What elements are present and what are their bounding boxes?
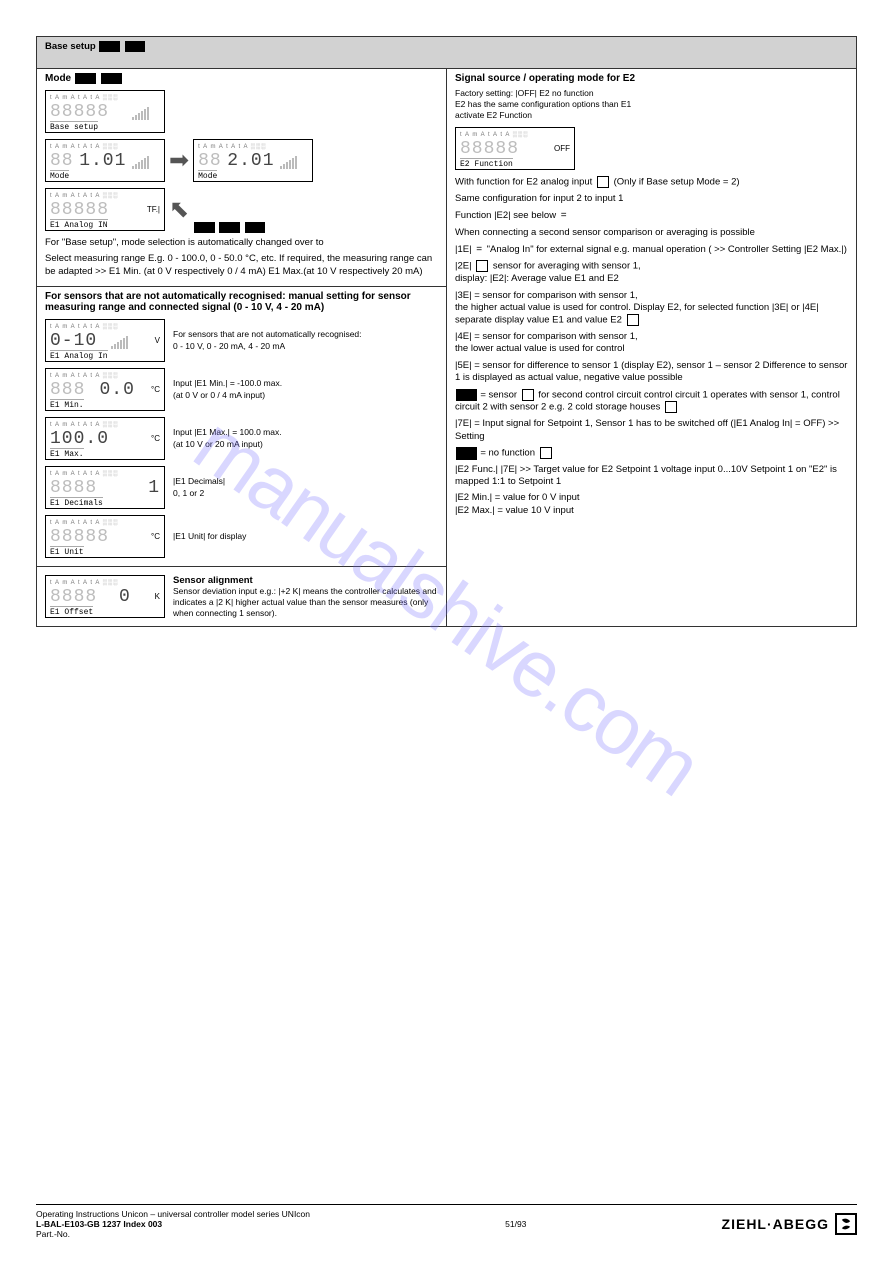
offset-text: Sensor deviation input e.g.: |+2 K| mean… <box>173 586 437 618</box>
sensor-title: For sensors that are not automatically r… <box>45 291 438 313</box>
e2-text-0: With function for E2 analog input (Only … <box>455 176 848 189</box>
checkbox-icon <box>476 260 488 272</box>
cell-e2-function: Signal source / operating mode for E2 Fa… <box>447 69 857 627</box>
redacted-icon: XX <box>101 73 122 84</box>
checkbox-icon <box>665 401 677 413</box>
redacted-icon: XX <box>456 389 477 401</box>
lcd-e1-analog: t A m A t A t A ░░░ 88888TF.| E1 Analog … <box>45 188 165 231</box>
lcd-e1-unit: t A m A t A t A ░░░ 88888°C E1 Unit <box>45 515 165 558</box>
page-number: 51/93 <box>505 1219 526 1229</box>
lcd-e1-decimals: t A m A t A t A ░░░ 88881 E1 Decimals <box>45 466 165 509</box>
lcd-e1-max: t A m A t A t A ░░░ 100.0°C E1 Max. <box>45 417 165 460</box>
cell-title-text: Mode <box>45 73 71 84</box>
redacted-icon: XX <box>245 222 266 233</box>
checkbox-icon <box>540 447 552 459</box>
redacted-icon: XX <box>194 222 215 233</box>
footer-model: L-BAL-E103-GB 1237 Index 003 <box>36 1219 310 1229</box>
redacted-icon: XX <box>456 447 477 459</box>
e1-text5: |E1 Unit| for display <box>167 531 438 542</box>
cell-mode-select: Mode XX XX t A m A t A t A ░░░ 88888 Bas… <box>37 69 447 287</box>
lcd-e1-offset: t A m A t A t A ░░░ 88880K E1 Offset <box>45 575 165 618</box>
e2-text-3: When connecting a second sensor comparis… <box>455 227 848 239</box>
e1-text1: For sensors that are not automatically r… <box>167 329 438 351</box>
e1-text2: Input |E1 Min.| = -100.0 max.(at 0 V or … <box>167 378 438 400</box>
lcd-mode-2: t A m A t A t A ░░░ 882.01 Mode <box>193 139 313 182</box>
redacted-icon: XX <box>75 73 96 84</box>
checkbox-icon <box>627 314 639 326</box>
footer-part: Part.-No. <box>36 1229 310 1239</box>
redacted-icon: XX <box>125 41 146 52</box>
lcd-e1-analog-in: t A m A t A t A ░░░ 0-10 V E1 Analog In <box>45 319 165 362</box>
e2-text-1: Same configuration for input 2 to input … <box>455 193 848 205</box>
lcd-e2-function: t A m A t A t A ░░░ 88888OFF E2 Function <box>455 127 575 170</box>
page-footer: Operating Instructions Unicon – universa… <box>36 1204 857 1239</box>
brand-logo: ZIEHL·ABEGG <box>722 1213 857 1235</box>
offset-title: Sensor alignment <box>173 575 253 586</box>
main-table: Base setup XX XX Mode XX XX t A m A t A … <box>36 36 857 627</box>
redacted-icon: XX <box>219 222 240 233</box>
checkbox-icon <box>522 389 534 401</box>
e1-text3: Input |E1 Max.| = 100.0 max.(at 10 V or … <box>167 427 438 449</box>
e2-title: Signal source / operating mode for E2 <box>455 73 848 84</box>
cell-sensor-alignment: t A m A t A t A ░░░ 88880K E1 Offset Sen… <box>37 567 447 627</box>
hdr-text: Base setup <box>45 41 96 52</box>
table-header: Base setup XX XX <box>37 37 857 69</box>
equals-icon: = <box>474 243 484 256</box>
cell-sensor-config: For sensors that are not automatically r… <box>37 287 447 567</box>
e1-text4: |E1 Decimals|0, 1 or 2 <box>167 476 438 498</box>
arrow-right-icon: ➡ <box>167 146 191 175</box>
logo-icon <box>835 1213 857 1235</box>
lcd-base-setup: t A m A t A t A ░░░ 88888 Base setup <box>45 90 165 133</box>
footer-left: Operating Instructions Unicon – universa… <box>36 1209 310 1219</box>
table-header-row: Base setup XX XX <box>37 37 857 69</box>
lcd-e1-min: t A m A t A t A ░░░ 8880.0°C E1 Min. <box>45 368 165 411</box>
mode-text3: Select measuring range E.g. 0 - 100.0, 0… <box>45 253 438 278</box>
lcd-mode-1: t A m A t A t A ░░░ 881.01 Mode <box>45 139 165 182</box>
mode-text1: For "Base setup", mode selection is auto… <box>45 237 438 249</box>
equals-icon: = <box>559 209 569 222</box>
redacted-icon: XX <box>99 41 120 52</box>
checkbox-icon <box>597 176 609 188</box>
